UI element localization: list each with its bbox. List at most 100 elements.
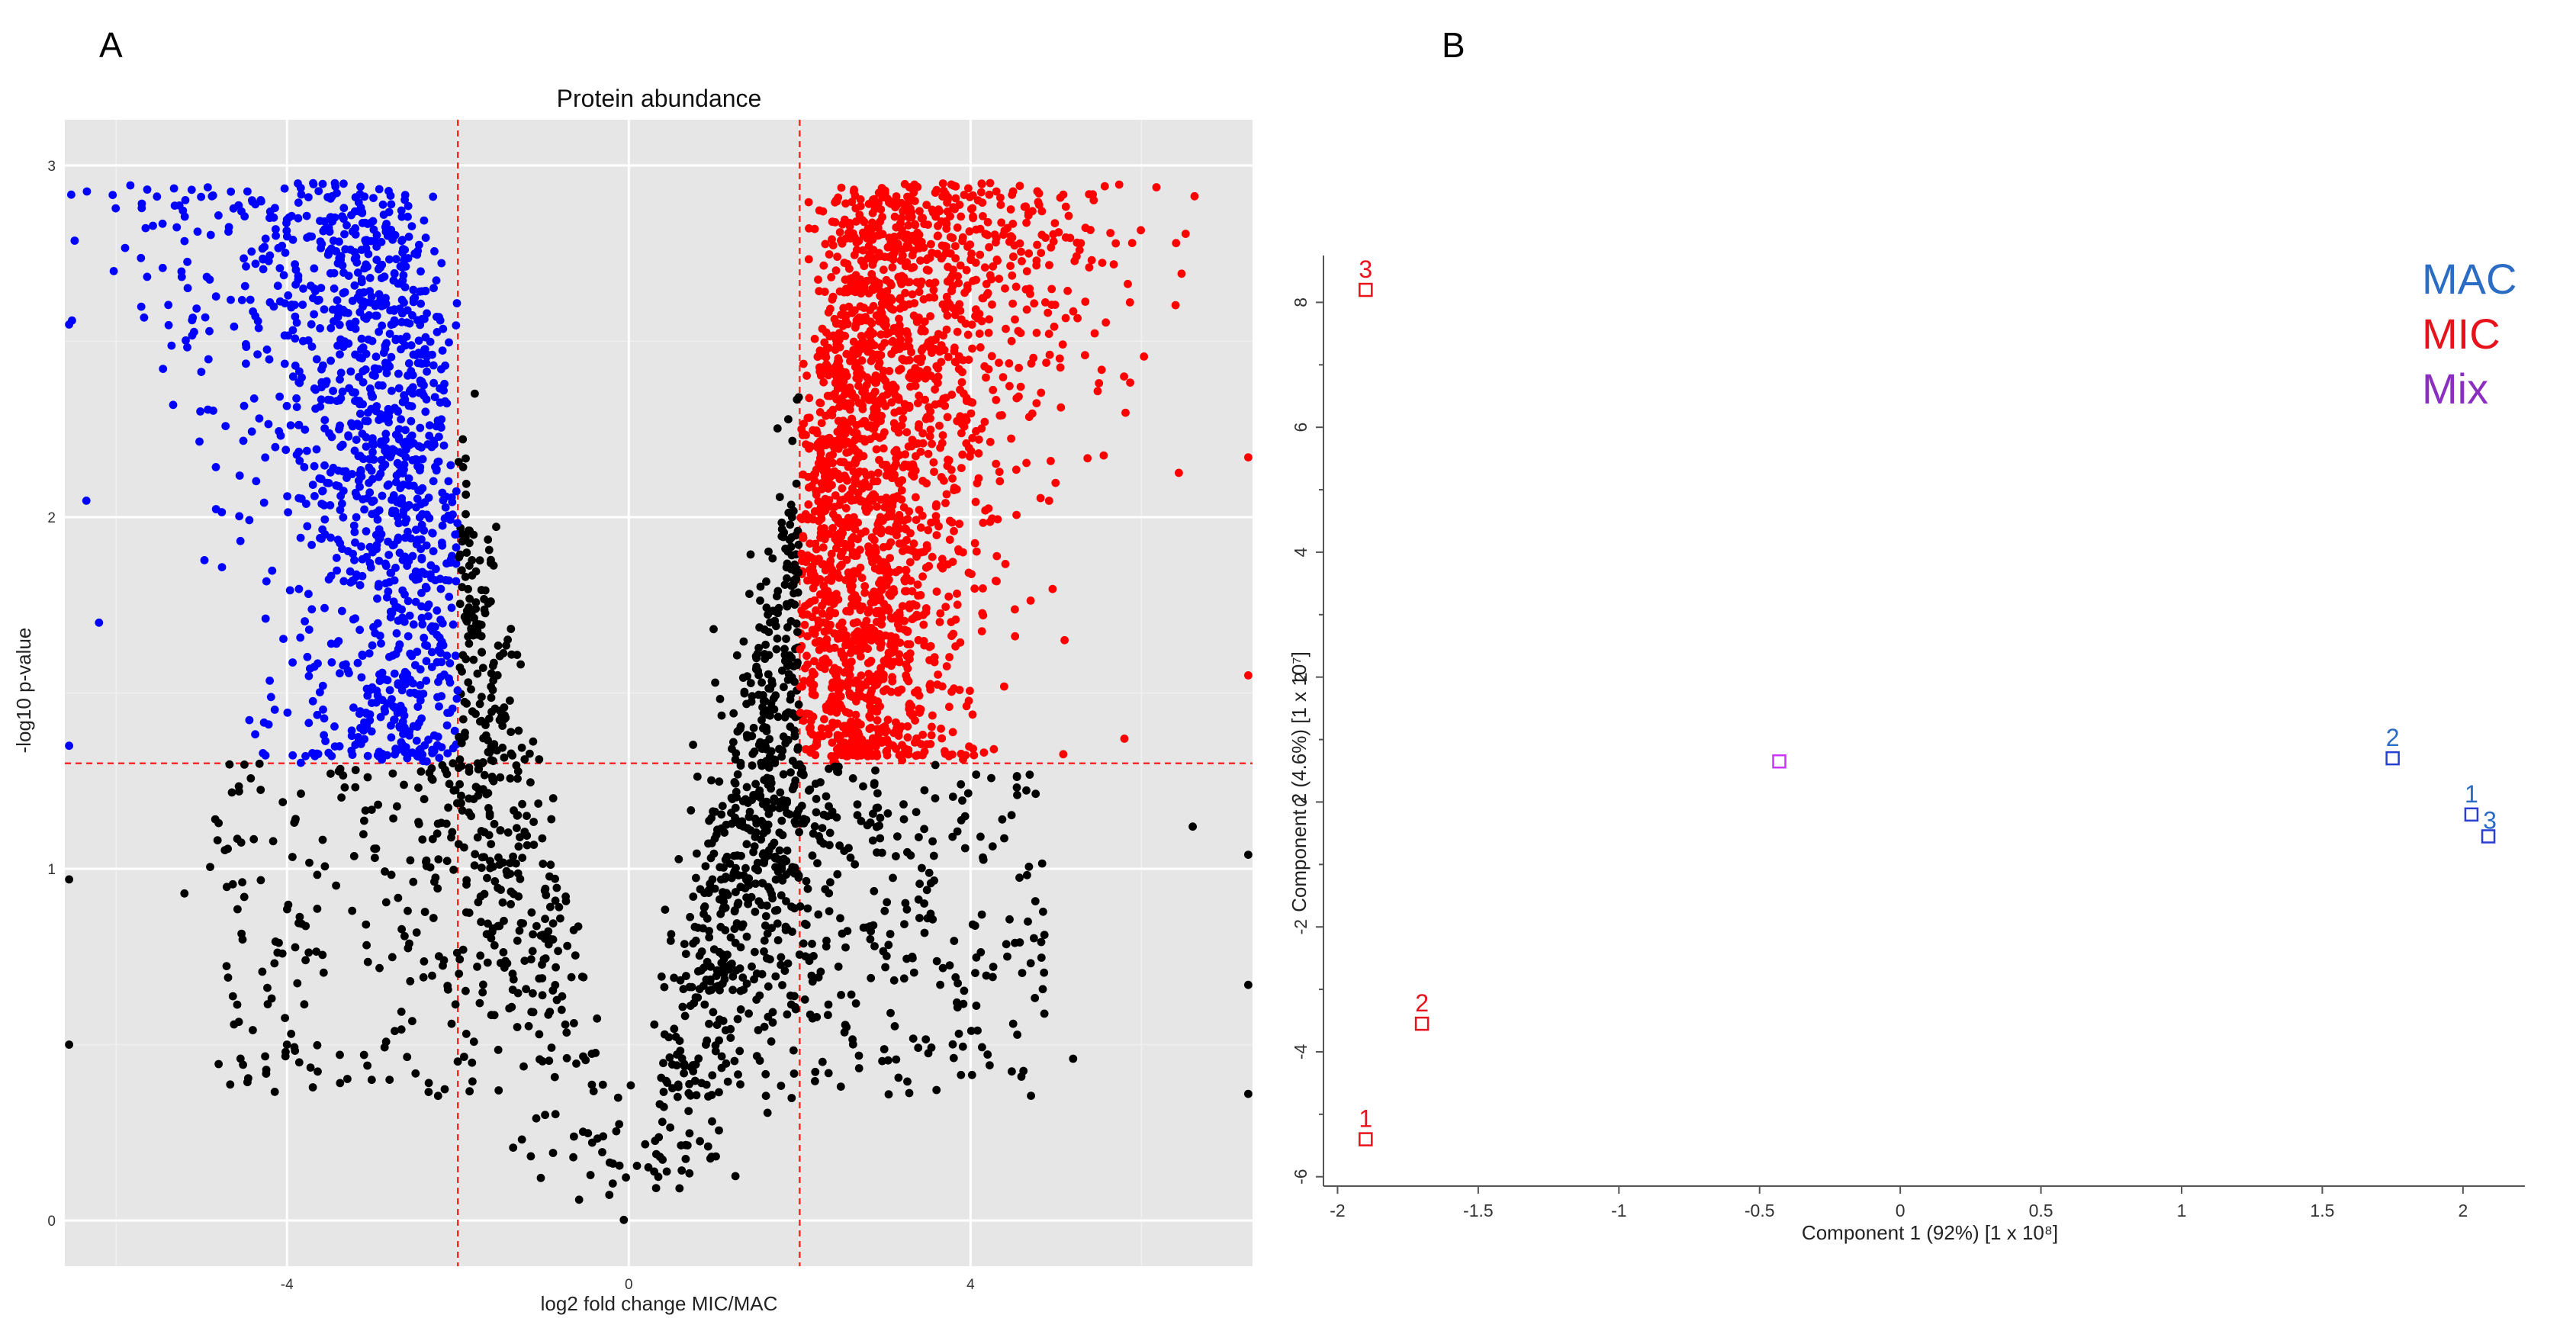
volcano-point-ns [458, 715, 468, 724]
volcano-point-ns [977, 910, 986, 919]
volcano-point-down [237, 296, 246, 304]
volcano-point-up [864, 670, 873, 678]
volcano-point-ns [605, 1158, 614, 1167]
volcano-point-up [1114, 180, 1124, 189]
volcano-point-ns [780, 580, 790, 589]
volcano-point-ns [502, 867, 511, 876]
volcano-point-ns [836, 914, 844, 923]
volcano-point-ns [348, 906, 357, 915]
volcano-point-ns [780, 966, 790, 976]
volcano-point-up [1054, 228, 1063, 236]
volcano-point-down [303, 652, 312, 661]
volcano-point-down [164, 301, 173, 310]
volcano-point-ns [538, 960, 546, 969]
volcano-point-down [372, 311, 381, 320]
volcano-point-ns [550, 1072, 559, 1082]
volcano-point-up [894, 241, 902, 250]
volcano-point-up [965, 742, 973, 751]
volcano-point-up [905, 507, 914, 516]
volcano-point-ns [471, 389, 479, 398]
volcano-point-up [931, 375, 940, 384]
volcano-point-down [373, 619, 382, 628]
volcano-point-ns [778, 746, 787, 755]
volcano-point-up [925, 561, 934, 571]
volcano-point-up [1009, 252, 1018, 261]
volcano-point-up [1006, 205, 1015, 214]
volcano-point-down [273, 281, 282, 291]
volcano-point-ns [705, 927, 713, 935]
volcano-point-ns [281, 1047, 290, 1056]
volcano-point-down [427, 648, 436, 657]
volcano-point-ns [766, 886, 775, 895]
volcano-point-up [930, 468, 938, 476]
volcano-point-ns [762, 603, 771, 613]
volcano-point-ns [759, 799, 768, 809]
volcano-point-down [249, 307, 257, 316]
volcano-point-down [350, 207, 359, 216]
volcano-point-down [265, 251, 275, 260]
volcano-point-ns [880, 1045, 889, 1053]
volcano-point-down [423, 367, 431, 376]
volcano-point-down [307, 605, 317, 614]
volcano-point-down [381, 362, 391, 371]
volcano-point-down [316, 402, 325, 411]
volcano-point-down [445, 593, 454, 601]
volcano-point-ns [768, 554, 777, 563]
volcano-point-ns [416, 767, 426, 776]
volcano-point-up [889, 255, 898, 264]
volcano-point-down [257, 197, 265, 206]
volcano-point-ns [397, 1008, 406, 1016]
volcano-point-ns [717, 1052, 726, 1061]
volcano-point-down [140, 313, 149, 322]
volcano-point-down [339, 342, 348, 352]
volcano-point-up [918, 371, 928, 381]
volcano-point-down [169, 184, 178, 193]
volcano-point-down [369, 194, 378, 202]
volcano-point-ns [524, 1021, 533, 1031]
volcano-point-down [339, 204, 349, 213]
volcano-point-down [298, 301, 307, 309]
volcano-point-up [1140, 352, 1149, 361]
volcano-point-ns [742, 840, 751, 849]
volcano-point-ns [948, 832, 957, 841]
volcano-point-up [803, 413, 812, 423]
volcano-point-up [908, 290, 917, 299]
volcano-point-down [357, 334, 366, 343]
volcano-point-up [1049, 237, 1058, 246]
volcano-point-up [1101, 318, 1111, 327]
volcano-point-up [844, 399, 854, 408]
volcano-point-down [304, 193, 313, 201]
volcano-point-ns [334, 767, 343, 776]
volcano-point-down [338, 545, 346, 553]
pca-point-mic [1359, 282, 1373, 297]
volcano-point-down [442, 492, 451, 501]
volcano-point-ns [814, 910, 823, 919]
volcano-point-up [1098, 259, 1107, 267]
volcano-point-up [905, 404, 914, 412]
volcano-point-up [818, 207, 828, 216]
volcano-point-ns [474, 785, 483, 793]
volcano-point-ns [777, 864, 786, 873]
volcano-point-ns [671, 1032, 680, 1041]
volcano-point-ns [294, 1058, 304, 1067]
volcano-point-ns [757, 879, 767, 888]
volcano-point-ns [867, 927, 876, 936]
volcano-point-down [262, 345, 272, 354]
volcano-point-ns [728, 744, 736, 754]
volcano-point-ns [661, 905, 670, 914]
volcano-point-ns [367, 805, 376, 814]
volcano-point-down [239, 436, 248, 445]
volcano-point-down [436, 384, 444, 393]
volcano-point-ns [748, 750, 757, 758]
volcano-point-ns [876, 834, 885, 843]
volcano-point-down [336, 335, 345, 344]
volcano-point-down [375, 506, 384, 515]
volcano-point-up [889, 305, 898, 314]
volcano-point-ns [766, 774, 775, 783]
volcano-point-ns [778, 666, 786, 675]
volcano-point-up [830, 503, 839, 511]
volcano-point-down [251, 730, 259, 739]
volcano-point-up [954, 272, 962, 281]
volcano-point-up [808, 685, 817, 694]
